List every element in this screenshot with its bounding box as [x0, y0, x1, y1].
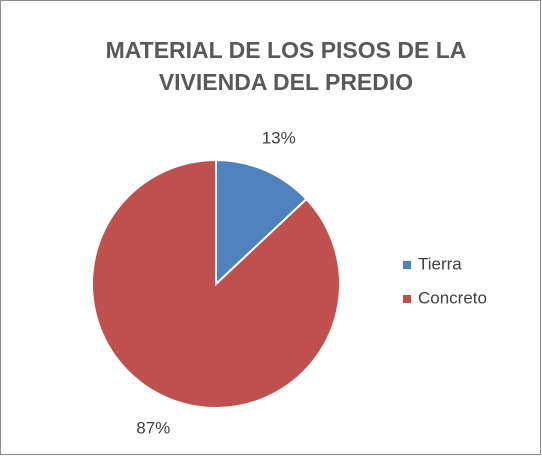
chart-title: VIVIENDA DEL PREDIO [159, 69, 413, 95]
data-label: 13% [262, 128, 296, 147]
chart-title: MATERIAL DE LOS PISOS DE LA [106, 37, 467, 63]
data-label: 87% [136, 418, 170, 437]
legend-swatch [403, 295, 411, 303]
pie-slice [215, 158, 308, 287]
legend-swatch [403, 261, 411, 269]
legend-label: Concreto [418, 288, 487, 307]
pie-slice [91, 158, 341, 409]
legend-label: Tierra [418, 254, 462, 273]
